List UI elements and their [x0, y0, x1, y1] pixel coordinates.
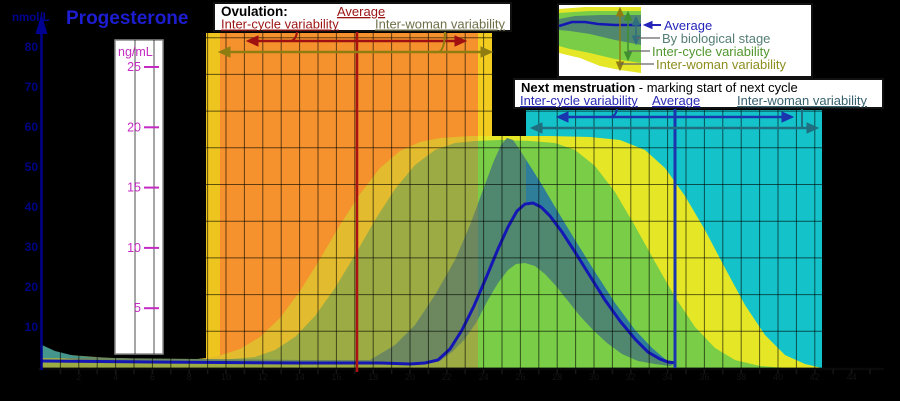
ng-ml-tick-label: 20	[127, 120, 141, 134]
x-axis-tick-label: 36	[699, 372, 709, 382]
x-axis-tick-label: 2	[76, 372, 81, 382]
x-axis-tick-label: 4	[113, 372, 118, 382]
ng-ml-tick-label: 10	[127, 241, 141, 255]
y-axis-tick-label: 50	[25, 160, 39, 174]
ng-ml-tick-label: 5	[134, 301, 141, 315]
x-axis-tick-label: 30	[589, 372, 599, 382]
x-axis-tick-label: 28	[552, 372, 562, 382]
x-axis-tick-label: 22	[442, 372, 452, 382]
inter-cycle-band	[478, 140, 785, 368]
x-axis-tick-label: 6	[150, 372, 155, 382]
average-progesterone-curve	[41, 201, 677, 366]
x-axis-tick-label: 18	[368, 372, 378, 382]
ovulation-inter-woman-left-strip	[206, 33, 220, 368]
legend-inter-cycle-label: Inter-cycle variability	[652, 44, 770, 59]
ng-ml-ticks: 25 20 15 10 5	[127, 60, 159, 315]
x-axis-tick-label: 16	[331, 372, 341, 382]
ovulation-box: Ovulation: Average Inter-cycle variabili…	[213, 2, 512, 32]
x-axis-tick-label: 38	[736, 372, 746, 382]
x-axis-tick-label: 12	[258, 372, 268, 382]
next-menstruation-subtitle: - marking start of next cycle	[635, 80, 798, 95]
next-menstruation-heading: Next menstruation	[521, 80, 635, 95]
y-axis-tick-label: 70	[25, 80, 39, 94]
ng-ml-unit: ng/mL	[118, 45, 153, 59]
legend-inter-cycle-range-arrow	[623, 10, 633, 62]
y-axis-tick-label: 20	[25, 280, 39, 294]
x-axis-tick-label: 40	[773, 372, 783, 382]
legend-average-label: Average	[664, 18, 712, 33]
x-axis-tick-label: 34	[663, 372, 673, 382]
x-axis-tick-label: 32	[626, 372, 636, 382]
y-axis-tick-label: 80	[25, 40, 39, 54]
ovulation-heading: Ovulation:	[221, 4, 288, 19]
legend-box: Average By biological stage Inter-cycle …	[557, 3, 813, 78]
event-markers	[217, 18, 820, 372]
page-title: Progesterone	[66, 8, 188, 29]
ng-ml-panel	[114, 39, 164, 355]
legend-inter-woman-label: Inter-woman variability	[656, 57, 787, 72]
x-axis-ticks: 2 4 6 8 10 12 14 16 18 20 22 24 26 28 30 32 34 36 38 40 42 44	[59, 369, 871, 382]
next-menstruation-inter-cycle-label: Inter-cycle variability	[520, 93, 638, 108]
x-axis-tick-label: 10	[221, 372, 231, 382]
by-stage-band-over-orange	[42, 203, 478, 363]
x-axis-tick-label: 44	[847, 372, 857, 382]
legend-mini-chart	[558, 6, 661, 73]
x-axis-tick-label: 42	[810, 372, 820, 382]
axes: nmol/L Progesterone	[12, 8, 884, 371]
ng-ml-tick-label: 15	[127, 181, 141, 195]
y-axis-tick-label: 30	[25, 240, 39, 254]
next-menstruation-inter-woman-arrow	[529, 107, 820, 134]
legend-average-pointer-icon	[642, 20, 661, 30]
cycle-start-wedge	[42, 345, 95, 358]
x-axis-tick-label: 26	[515, 372, 525, 382]
x-axis-tick-label: 8	[187, 372, 192, 382]
y-axis-unit: nmol/L	[12, 12, 50, 24]
y-axis-tick-label: 10	[25, 320, 39, 334]
next-menstruation-box: Next menstruation - marking start of nex…	[513, 78, 884, 109]
x-axis-tick-label: 24	[479, 372, 489, 382]
ng-ml-tick-label: 25	[127, 60, 141, 74]
y-axis-tick-label: 60	[25, 120, 39, 134]
x-axis-tick-label: 14	[295, 372, 305, 382]
inter-cycle-band-over-orange	[42, 140, 478, 368]
next-menstruation-inter-woman-label: Inter-woman variability	[737, 93, 868, 108]
next-menstruation-average-label: Average	[652, 93, 700, 108]
next-menstruation-heading-line: Next menstruation - marking start of nex…	[521, 80, 798, 95]
ovulation-average-label: Average	[337, 4, 385, 19]
y-axis-ticks: 80 70 60 50 40 30 20 10	[25, 40, 39, 334]
x-axis-tick-label: 20	[405, 372, 415, 382]
y-axis-tick-label: 40	[25, 200, 39, 214]
ovulation-inter-woman-label: Inter-woman variability	[375, 17, 506, 32]
ng-ml-scale-panel: ng/mL 25 20 15 10 5	[114, 39, 164, 355]
y-axis-arrowhead-icon	[35, 14, 48, 34]
next-menstruation-inter-cycle-arrow	[555, 106, 795, 123]
legend-by-stage-label: By biological stage	[662, 31, 770, 46]
ovulation-inter-cycle-label: Inter-cycle variability	[221, 17, 339, 32]
ovulation-inter-woman-arrow	[217, 29, 494, 58]
